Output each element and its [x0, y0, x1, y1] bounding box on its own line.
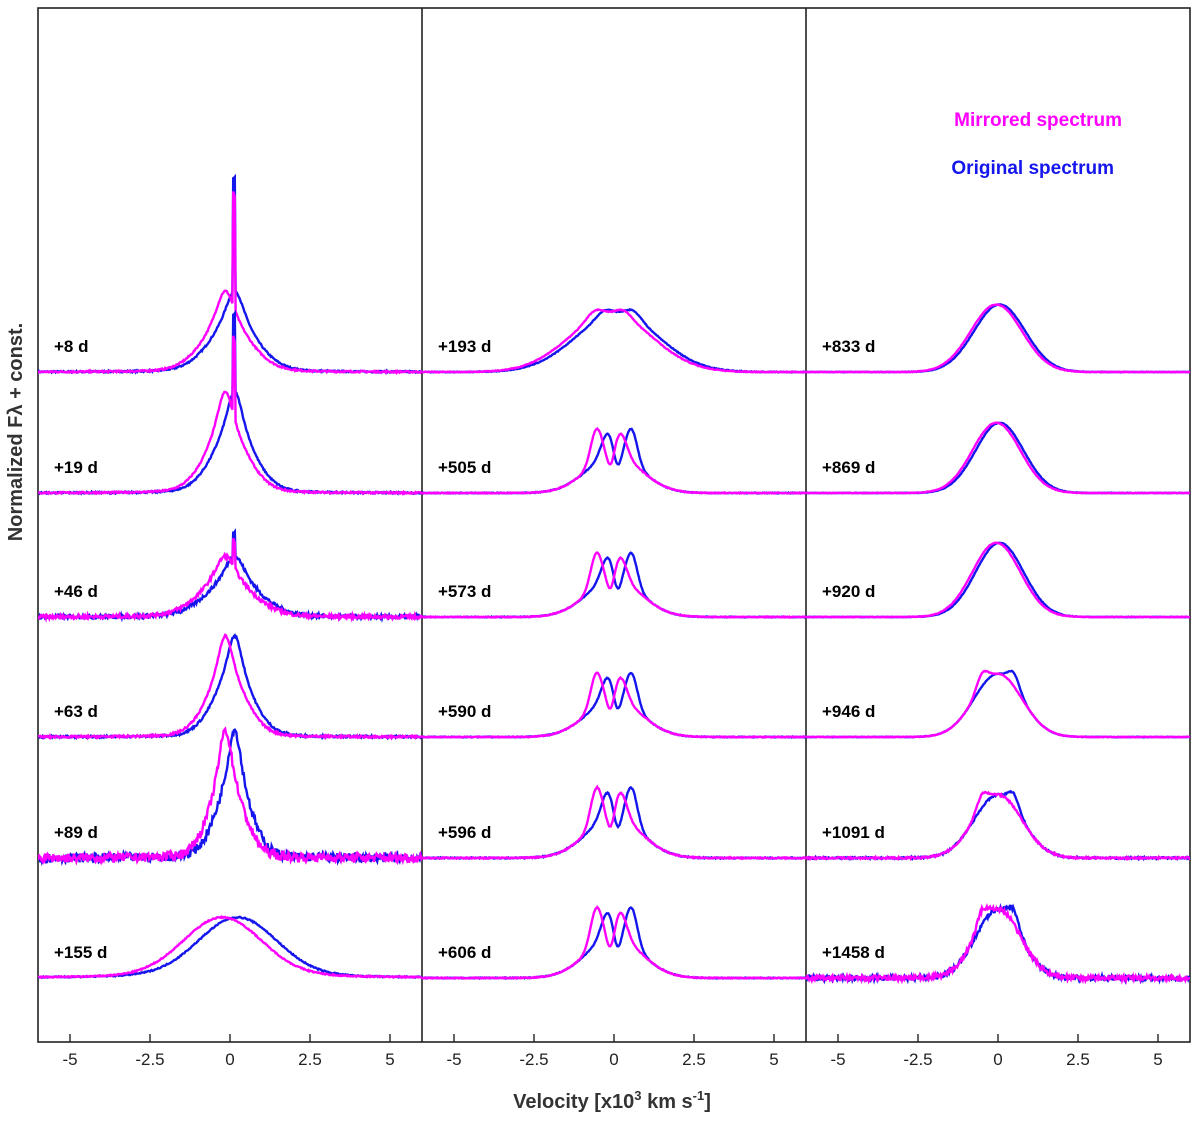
- epoch-label: +606 d: [438, 943, 491, 962]
- x-tick-label: 5: [385, 1050, 394, 1069]
- mirrored-spectrum-line: [806, 669, 1190, 739]
- original-spectrum-line: [38, 528, 422, 623]
- x-tick-label: 0: [993, 1050, 1002, 1069]
- x-ticks: -5 -2.5 0 2.5 5 -5 -2.5 0 2.5 5 -5 -2.5 0 2.5 5: [62, 1034, 1163, 1069]
- mirrored-spectrum-line: [422, 427, 806, 495]
- panel-3: [806, 302, 1190, 985]
- mirrored-spectrum-line: [806, 902, 1190, 985]
- x-tick-label: 2.5: [1066, 1050, 1090, 1069]
- x-tick-label: -2.5: [519, 1050, 548, 1069]
- mirrored-spectrum-line: [422, 671, 806, 739]
- x-tick-label: -5: [446, 1050, 461, 1069]
- original-spectrum-line: [806, 541, 1190, 619]
- original-spectrum-line: [38, 173, 422, 375]
- epoch-label: +63 d: [54, 702, 98, 721]
- mirrored-spectrum-line: [422, 905, 806, 980]
- x-tick-label: 5: [1153, 1050, 1162, 1069]
- epoch-label: +89 d: [54, 823, 98, 842]
- mirrored-spectrum-line: [422, 551, 806, 620]
- mirrored-spectrum-line: [806, 303, 1190, 374]
- panel-1: [38, 173, 422, 980]
- mirrored-spectrum-line: [38, 537, 422, 623]
- x-tick-label: 5: [769, 1050, 778, 1069]
- epoch-label: +573 d: [438, 582, 491, 601]
- epoch-label: +920 d: [822, 582, 875, 601]
- x-tick-label: 2.5: [298, 1050, 322, 1069]
- x-tick-label: -2.5: [135, 1050, 164, 1069]
- legend-original: Original spectrum: [951, 158, 1114, 179]
- mirrored-spectrum-line: [38, 914, 422, 980]
- x-axis-label-superscript-2: -1: [693, 1088, 705, 1103]
- epoch-label: +869 d: [822, 458, 875, 477]
- mirrored-spectrum-line: [806, 790, 1190, 862]
- mirrored-spectrum-line: [422, 307, 806, 374]
- panels: +8 d +19 d +46 d +63 d +89 d +155 d +193 d +505…: [37, 7, 1191, 1043]
- epoch-label: +19 d: [54, 458, 98, 477]
- epoch-label: +1458 d: [822, 943, 885, 962]
- epoch-label: +8 d: [54, 337, 89, 356]
- mirrored-spectrum-line: [38, 191, 422, 376]
- mirrored-spectrum-line: [38, 633, 422, 741]
- mirrored-spectrum-line: [422, 784, 806, 861]
- x-tick-label: -5: [830, 1050, 845, 1069]
- mirrored-spectrum-line: [38, 726, 422, 866]
- mirrored-spectrum-line: [38, 335, 422, 497]
- x-tick-label: 0: [225, 1050, 234, 1069]
- legend-mirrored: Mirrored spectrum: [954, 110, 1122, 131]
- epoch-label: +833 d: [822, 337, 875, 356]
- mirrored-spectrum-line: [806, 541, 1190, 619]
- x-axis-label: Velocity [x103 km s-1]: [513, 1088, 711, 1113]
- x-axis-label-superscript: 3: [634, 1088, 641, 1103]
- epoch-label: +46 d: [54, 582, 98, 601]
- epoch-label: +505 d: [438, 458, 491, 477]
- epoch-label: +596 d: [438, 823, 491, 842]
- y-axis-label: Normalized Fλ + const.: [5, 323, 27, 541]
- panel-2: [422, 307, 806, 981]
- x-axis-label-end: ]: [704, 1091, 711, 1113]
- x-tick-label: -5: [62, 1050, 77, 1069]
- epoch-label: +1091 d: [822, 823, 885, 842]
- x-tick-label: 2.5: [682, 1050, 706, 1069]
- epoch-label: +193 d: [438, 337, 491, 356]
- epoch-label: +155 d: [54, 943, 107, 962]
- x-tick-label: 0: [609, 1050, 618, 1069]
- epoch-label: +590 d: [438, 702, 491, 721]
- epoch-label: +946 d: [822, 702, 875, 721]
- x-tick-label: -2.5: [903, 1050, 932, 1069]
- x-axis-label-units: km s: [642, 1091, 693, 1113]
- mirrored-spectrum-line: [806, 421, 1190, 495]
